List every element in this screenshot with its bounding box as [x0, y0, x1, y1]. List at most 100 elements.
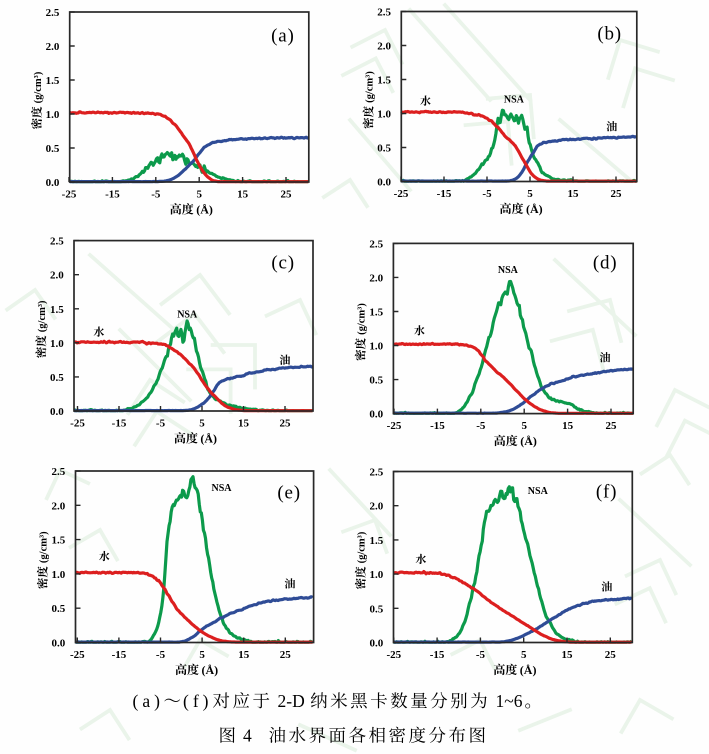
svg-text:1.0: 1.0: [369, 341, 383, 353]
svg-text:(Å): (Å): [202, 663, 219, 677]
svg-text:1.5: 1.5: [377, 75, 391, 87]
svg-text:1.0: 1.0: [50, 338, 64, 350]
svg-text:-5: -5: [151, 189, 161, 201]
svg-text:1.0: 1.0: [46, 109, 60, 121]
svg-text:0.5: 0.5: [377, 143, 391, 155]
svg-text:-25: -25: [394, 188, 409, 200]
svg-text:2.5: 2.5: [51, 466, 65, 478]
svg-text:(g/cm³): (g/cm³): [365, 71, 376, 103]
svg-text:-25: -25: [62, 189, 77, 201]
svg-text:0.5: 0.5: [369, 375, 383, 387]
svg-text:(b): (b): [597, 23, 622, 44]
svg-text:(Å): (Å): [520, 663, 537, 677]
svg-text:0.0: 0.0: [51, 638, 65, 650]
svg-text:-25: -25: [70, 418, 85, 430]
svg-text:(g/cm³): (g/cm³): [33, 71, 44, 103]
svg-text:15: 15: [568, 188, 580, 200]
svg-text:NSA: NSA: [498, 265, 519, 276]
svg-text:1.5: 1.5: [369, 307, 383, 319]
svg-text:1.5: 1.5: [369, 535, 383, 547]
svg-text:1.0: 1.0: [51, 569, 65, 581]
svg-text:2.5: 2.5: [377, 7, 391, 19]
svg-text:0.0: 0.0: [50, 406, 64, 418]
svg-text:(a): (a): [133, 691, 164, 711]
svg-text:2.5: 2.5: [46, 7, 60, 19]
svg-text:15: 15: [562, 649, 574, 661]
svg-text:0.0: 0.0: [369, 409, 383, 421]
svg-text:(e): (e): [277, 482, 301, 503]
svg-text:-15: -15: [112, 418, 127, 430]
svg-text:(c): (c): [271, 253, 295, 274]
svg-text:2.5: 2.5: [369, 467, 383, 479]
svg-text:NSA: NSA: [504, 94, 525, 105]
svg-text:-25: -25: [387, 420, 402, 432]
svg-text:5: 5: [527, 188, 533, 200]
svg-text:15: 15: [238, 418, 250, 430]
svg-text:-15: -15: [430, 649, 445, 661]
svg-text:2.0: 2.0: [51, 500, 65, 512]
svg-text:-25: -25: [386, 649, 401, 661]
svg-text:25: 25: [605, 649, 617, 661]
svg-text:-15: -15: [430, 420, 445, 432]
svg-text:(Å): (Å): [196, 203, 213, 217]
svg-text:5: 5: [199, 649, 205, 661]
svg-text:1.0: 1.0: [377, 109, 391, 121]
svg-text:5: 5: [199, 418, 205, 430]
svg-text:NSA: NSA: [177, 310, 198, 321]
svg-text:2.0: 2.0: [46, 41, 60, 53]
svg-text:(g/cm³): (g/cm³): [357, 303, 368, 335]
svg-text:-25: -25: [70, 649, 85, 661]
svg-text:0.5: 0.5: [369, 603, 383, 615]
svg-text:(f): (f): [183, 691, 212, 711]
svg-text:2.0: 2.0: [377, 41, 391, 53]
svg-text:25: 25: [280, 418, 292, 430]
svg-text:-5: -5: [476, 649, 486, 661]
svg-text:1.0: 1.0: [369, 569, 383, 581]
svg-text:(g/cm³): (g/cm³): [39, 531, 50, 563]
svg-text:-5: -5: [482, 188, 492, 200]
svg-text:5: 5: [196, 189, 202, 201]
svg-text:25: 25: [280, 649, 292, 661]
svg-text:0.5: 0.5: [50, 372, 64, 384]
svg-text:0.5: 0.5: [46, 143, 60, 155]
svg-text:5: 5: [521, 649, 527, 661]
svg-text:1.5: 1.5: [51, 535, 65, 547]
svg-text:(Å): (Å): [526, 202, 543, 216]
svg-text:2.0: 2.0: [50, 270, 64, 282]
svg-text:2.0: 2.0: [369, 501, 383, 513]
svg-text:0.0: 0.0: [46, 177, 60, 189]
svg-text:-5: -5: [476, 420, 486, 432]
svg-text:1~6: 1~6: [496, 691, 523, 711]
svg-text:0.0: 0.0: [377, 177, 391, 189]
svg-text:-5: -5: [156, 649, 166, 661]
svg-text:15: 15: [238, 649, 250, 661]
svg-text:(Å): (Å): [200, 432, 217, 446]
svg-text:NSA: NSA: [528, 486, 549, 497]
svg-text:-15: -15: [105, 189, 120, 201]
svg-text:25: 25: [606, 420, 618, 432]
svg-text:(g/cm³): (g/cm³): [357, 531, 368, 563]
svg-text:15: 15: [562, 420, 574, 432]
svg-text:1.5: 1.5: [50, 304, 64, 316]
svg-text:25: 25: [281, 189, 293, 201]
svg-text:2.5: 2.5: [50, 236, 64, 248]
svg-text:NSA: NSA: [211, 483, 232, 494]
svg-text:2-D: 2-D: [278, 691, 305, 711]
svg-text:2.0: 2.0: [369, 272, 383, 284]
svg-text:(d): (d): [593, 252, 618, 273]
svg-text:-15: -15: [437, 188, 452, 200]
svg-text:4: 4: [243, 726, 252, 746]
svg-text:5: 5: [521, 420, 527, 432]
svg-text:-5: -5: [156, 418, 166, 430]
svg-text:25: 25: [611, 188, 623, 200]
svg-text:-15: -15: [112, 649, 127, 661]
svg-text:(Å): (Å): [520, 434, 537, 448]
svg-text:2.5: 2.5: [369, 238, 383, 250]
svg-text:1.5: 1.5: [46, 75, 60, 87]
svg-text:15: 15: [237, 189, 249, 201]
svg-text:(g/cm³): (g/cm³): [37, 300, 48, 332]
svg-text:0.5: 0.5: [51, 603, 65, 615]
svg-text:0.0: 0.0: [369, 638, 383, 650]
svg-text:(f): (f): [596, 482, 617, 503]
svg-text:(a): (a): [271, 25, 295, 46]
